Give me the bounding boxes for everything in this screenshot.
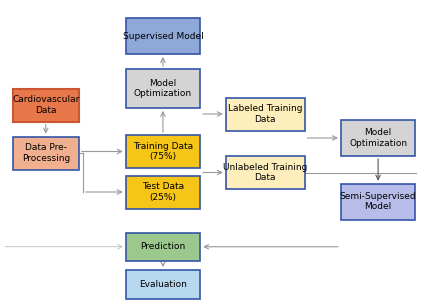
FancyBboxPatch shape [126,232,200,261]
FancyBboxPatch shape [341,120,415,156]
Text: Model
Optimization: Model Optimization [134,79,192,98]
Text: Supervised Model: Supervised Model [123,32,203,40]
FancyBboxPatch shape [13,88,79,122]
Text: Unlabeled Training
Data: Unlabeled Training Data [223,163,308,182]
FancyBboxPatch shape [126,18,200,54]
Text: Evaluation: Evaluation [139,280,187,289]
FancyBboxPatch shape [341,184,415,220]
FancyBboxPatch shape [226,156,305,189]
Text: Data Pre-
Processing: Data Pre- Processing [22,143,70,163]
FancyBboxPatch shape [126,69,200,108]
FancyBboxPatch shape [126,135,200,168]
FancyBboxPatch shape [13,136,79,169]
Text: Training Data
(75%): Training Data (75%) [133,142,193,161]
FancyBboxPatch shape [226,98,305,130]
Text: Prediction: Prediction [140,242,186,251]
Text: Test Data
(25%): Test Data (25%) [142,182,184,202]
Text: Semi-Supervised
Model: Semi-Supervised Model [340,192,416,211]
FancyBboxPatch shape [126,176,200,208]
Text: Model
Optimization: Model Optimization [349,128,407,148]
Text: Cardiovascular
Data: Cardiovascular Data [12,95,80,115]
Text: Labeled Training
Data: Labeled Training Data [228,104,302,124]
FancyBboxPatch shape [126,270,200,298]
